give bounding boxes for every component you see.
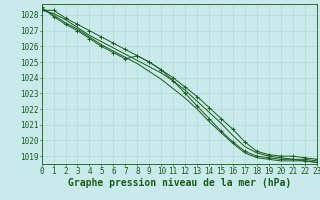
X-axis label: Graphe pression niveau de la mer (hPa): Graphe pression niveau de la mer (hPa) (68, 178, 291, 188)
